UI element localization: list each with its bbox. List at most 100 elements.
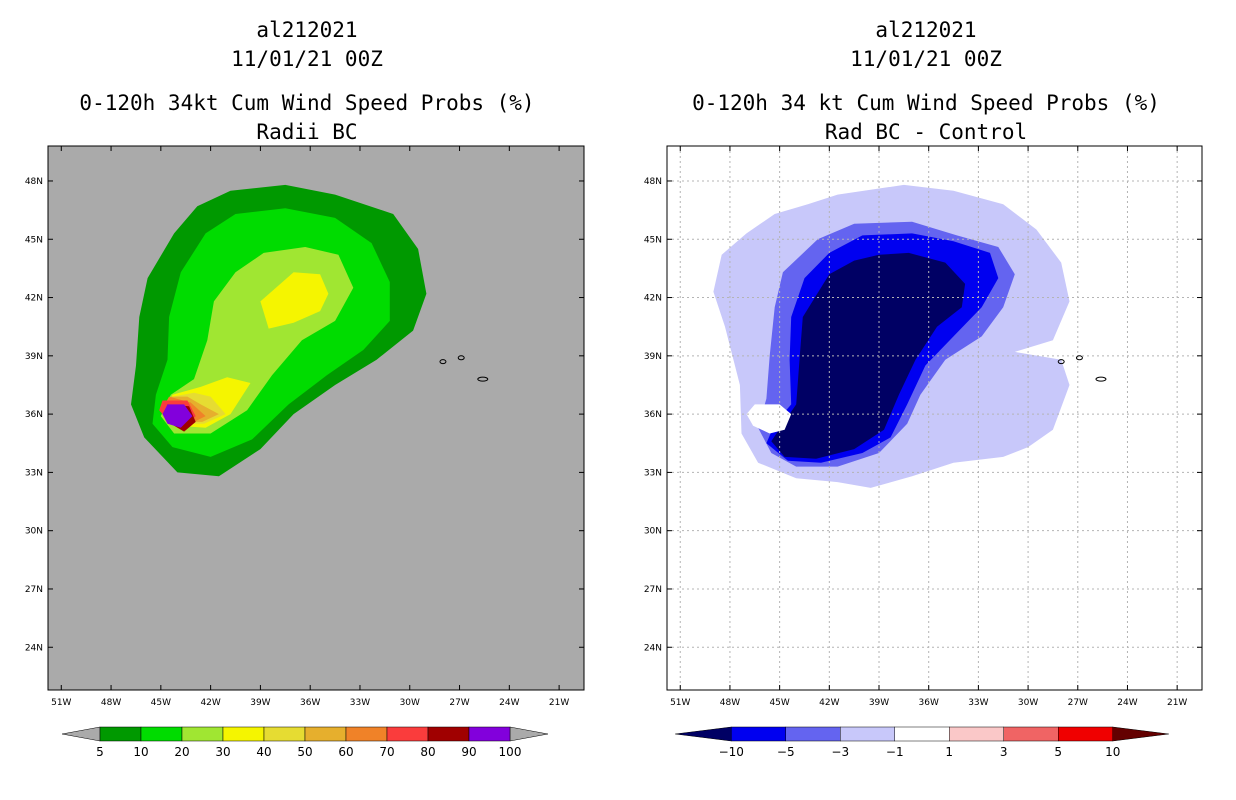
contour-level-90 bbox=[162, 404, 193, 428]
contour-level-30 bbox=[260, 272, 329, 329]
colorbar-segment bbox=[1058, 726, 1113, 742]
y-tick-label: 39N bbox=[644, 352, 662, 362]
colorbar-label: 10 bbox=[1105, 745, 1120, 759]
y-tick-label: 48N bbox=[644, 177, 662, 187]
colorbar-left-triangle bbox=[61, 726, 101, 742]
colorbar-segment bbox=[1003, 726, 1059, 742]
colorbar-label: 1 bbox=[945, 745, 953, 759]
colorbar-label: −10 bbox=[719, 745, 744, 759]
x-tick-label: 21W bbox=[1167, 698, 1187, 708]
x-tick-label: 27W bbox=[449, 698, 469, 708]
x-tick-label: 42W bbox=[200, 698, 220, 708]
left-map-panel: 51W 48W 45W 42W 39W 36W 33W 30W 27W 24W 21W 48N 45N 4… bbox=[25, 145, 585, 708]
right-title: al212021 11/01/21 00Z 0-120h 34 kt Cum W… bbox=[692, 18, 1160, 144]
x-tick-label: 39W bbox=[869, 698, 889, 708]
map-frame bbox=[47, 145, 585, 691]
x-tick-label: 24W bbox=[499, 698, 519, 708]
colorbar-segment bbox=[894, 726, 950, 742]
y-tick-label: 27N bbox=[644, 585, 662, 595]
x-tick-label: 36W bbox=[919, 698, 939, 708]
right-colorbar: −10 −5 −3 −1 1 3 5 10 bbox=[675, 726, 1169, 759]
colorbar-label: 70 bbox=[379, 745, 394, 759]
x-tick-label: 48W bbox=[720, 698, 740, 708]
colorbar-label: −5 bbox=[777, 745, 795, 759]
colorbar-label: 100 bbox=[499, 745, 522, 759]
colorbar-segment bbox=[468, 726, 511, 742]
colorbar-segment bbox=[304, 726, 347, 742]
x-tick-label: 42W bbox=[819, 698, 839, 708]
y-tick-label: 36N bbox=[25, 410, 43, 420]
island-outline bbox=[1075, 355, 1083, 361]
colorbar-label: −1 bbox=[886, 745, 904, 759]
left-title-line-3: 0-120h 34kt Cum Wind Speed Probs (%) bbox=[79, 91, 534, 115]
colorbar-segment bbox=[427, 726, 470, 742]
x-tick-label: 45W bbox=[151, 698, 171, 708]
y-tick-label: 45N bbox=[25, 235, 43, 245]
colorbar-segment bbox=[181, 726, 224, 742]
x-tick-label: 27W bbox=[1068, 698, 1088, 708]
island-outline bbox=[1057, 359, 1065, 365]
y-tick-label: 24N bbox=[644, 643, 662, 653]
left-title: al212021 11/01/21 00Z 0-120h 34kt Cum Wi… bbox=[79, 18, 534, 144]
colorbar-segment bbox=[949, 726, 1004, 742]
x-tick-label: 30W bbox=[1018, 698, 1038, 708]
right-title-line-4: Rad BC - Control bbox=[825, 120, 1027, 144]
y-tick-label: 30N bbox=[644, 527, 662, 537]
x-tick-label: 51W bbox=[51, 698, 71, 708]
contour-layer bbox=[131, 184, 427, 477]
x-tick-label: 48W bbox=[101, 698, 121, 708]
left-title-line-1: al212021 bbox=[256, 18, 357, 42]
right-map-panel: 51W 48W 45W 42W 39W 36W 33W 30W 27W 24W 21W 48N 45N 4… bbox=[644, 145, 1203, 708]
x-tick-label: 30W bbox=[400, 698, 420, 708]
island-outline bbox=[439, 359, 447, 365]
colorbar-right-triangle bbox=[509, 726, 549, 742]
colorbar-label: 50 bbox=[297, 745, 312, 759]
right-title-line-2: 11/01/21 00Z bbox=[850, 47, 1002, 71]
left-title-line-4: Radii BC bbox=[256, 120, 357, 144]
x-tick-label: 21W bbox=[549, 698, 569, 708]
right-title-line-1: al212021 bbox=[875, 18, 976, 42]
colorbar-left-triangle bbox=[675, 726, 732, 742]
left-title-line-2: 11/01/21 00Z bbox=[231, 47, 383, 71]
island-outline bbox=[477, 376, 489, 382]
y-tick-label: 39N bbox=[25, 352, 43, 362]
island-outline bbox=[457, 355, 465, 361]
colorbar-label: 5 bbox=[96, 745, 104, 759]
colorbar-label: 10 bbox=[133, 745, 148, 759]
y-tick-label: 42N bbox=[25, 294, 43, 304]
colorbar-label: 60 bbox=[338, 745, 353, 759]
colorbar-label: 5 bbox=[1054, 745, 1062, 759]
colorbar-label: 40 bbox=[256, 745, 271, 759]
colorbar-segment bbox=[785, 726, 841, 742]
x-tick-label: 33W bbox=[968, 698, 988, 708]
colorbar-segment bbox=[731, 726, 786, 742]
y-tick-label: 45N bbox=[644, 235, 662, 245]
colorbar-segment bbox=[263, 726, 306, 742]
y-tick-label: 27N bbox=[25, 585, 43, 595]
x-tick-label: 36W bbox=[300, 698, 320, 708]
island-outline bbox=[1095, 376, 1107, 382]
x-tick-label: 51W bbox=[670, 698, 690, 708]
x-tick-label: 33W bbox=[350, 698, 370, 708]
colorbar-segment bbox=[386, 726, 429, 742]
colorbar-label: 30 bbox=[215, 745, 230, 759]
colorbar-label: 20 bbox=[174, 745, 189, 759]
colorbar-label: 3 bbox=[1000, 745, 1008, 759]
colorbar-label: 90 bbox=[461, 745, 476, 759]
colorbar-right-triangle bbox=[1112, 726, 1169, 742]
y-tick-label: 24N bbox=[25, 643, 43, 653]
y-tick-label: 33N bbox=[25, 468, 43, 478]
y-tick-label: 42N bbox=[644, 294, 662, 304]
colorbar-label: 80 bbox=[420, 745, 435, 759]
colorbar-segment bbox=[345, 726, 388, 742]
y-tick-label: 36N bbox=[644, 410, 662, 420]
colorbar-label: −3 bbox=[831, 745, 849, 759]
colorbar-segment bbox=[140, 726, 183, 742]
y-tick-label: 48N bbox=[25, 177, 43, 187]
y-tick-label: 33N bbox=[644, 468, 662, 478]
x-tick-label: 45W bbox=[769, 698, 789, 708]
left-colorbar: 5 10 20 30 40 50 60 70 80 90 100 bbox=[61, 726, 549, 759]
x-tick-label: 24W bbox=[1117, 698, 1137, 708]
colorbar-segment bbox=[99, 726, 142, 742]
